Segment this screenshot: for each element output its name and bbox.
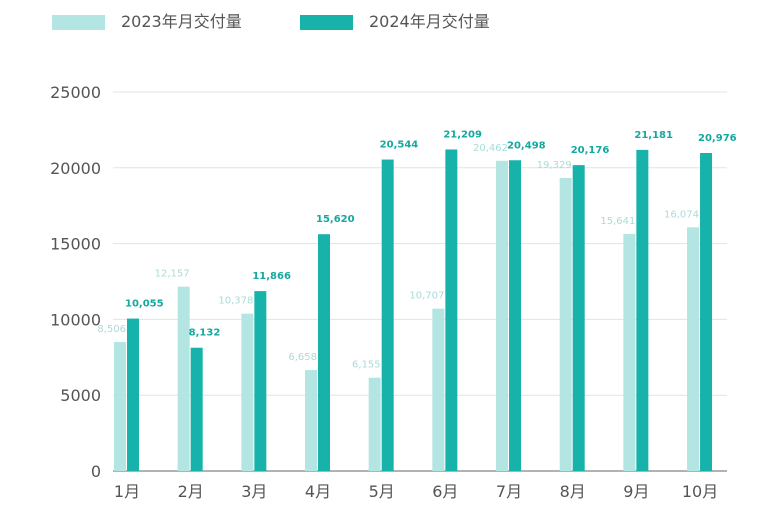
data-label-2024-month-1: 10,055 bbox=[125, 299, 164, 310]
bar-2023-month-8 bbox=[559, 177, 572, 472]
data-label-2023-month-6: 10,707 bbox=[409, 291, 444, 302]
bar-2023-month-10 bbox=[687, 227, 700, 471]
legend-swatch-2023 bbox=[52, 15, 105, 30]
x-tick-label-9: 9月 bbox=[623, 482, 649, 501]
data-label-2023-month-1: 8,506 bbox=[97, 324, 126, 335]
bar-2024-month-9 bbox=[636, 149, 649, 471]
data-label-2023-month-10: 16,074 bbox=[664, 209, 699, 220]
bar-2024-month-7 bbox=[509, 160, 522, 472]
bar-2024-month-6 bbox=[445, 149, 458, 471]
bar-2023-month-4 bbox=[305, 370, 318, 471]
y-tick-label-10000: 10000 bbox=[50, 310, 101, 329]
legend-label-2024: 2024年月交付量 bbox=[369, 12, 490, 31]
bar-2024-month-10 bbox=[700, 153, 713, 471]
y-tick-label-20000: 20000 bbox=[50, 159, 101, 178]
data-label-2023-month-9: 15,641 bbox=[600, 216, 635, 227]
bar-2023-month-6 bbox=[432, 308, 445, 471]
x-tick-label-4: 4月 bbox=[305, 482, 331, 501]
data-label-2023-month-5: 6,155 bbox=[352, 360, 381, 371]
data-label-2024-month-10: 20,976 bbox=[698, 133, 737, 144]
data-label-2023-month-2: 12,157 bbox=[155, 269, 190, 280]
x-tick-label-7: 7月 bbox=[496, 482, 522, 501]
bar-2023-month-7 bbox=[496, 160, 509, 471]
bar-2024-month-3 bbox=[254, 291, 267, 471]
x-tick-label-10: 10月 bbox=[682, 482, 718, 501]
x-tick-label-2: 2月 bbox=[178, 482, 204, 501]
x-tick-label-3: 3月 bbox=[241, 482, 267, 501]
y-tick-label-25000: 25000 bbox=[50, 83, 101, 102]
x-tick-label-8: 8月 bbox=[560, 482, 586, 501]
data-label-2024-month-6: 21,209 bbox=[443, 129, 482, 140]
bar-2023-month-2 bbox=[177, 286, 190, 471]
bar-2024-month-2 bbox=[190, 347, 203, 471]
data-label-2023-month-4: 6,658 bbox=[288, 352, 317, 363]
data-label-2024-month-4: 15,620 bbox=[316, 214, 355, 225]
x-tick-label-1: 1月 bbox=[114, 482, 140, 501]
bar-2023-month-3 bbox=[241, 313, 254, 471]
y-tick-label-15000: 15000 bbox=[50, 235, 101, 254]
y-tick-label-0: 0 bbox=[91, 462, 101, 481]
bar-2024-month-8 bbox=[572, 165, 585, 471]
data-label-2024-month-5: 20,544 bbox=[380, 140, 419, 151]
data-label-2023-month-3: 10,378 bbox=[218, 296, 253, 307]
x-tick-label-5: 5月 bbox=[369, 482, 395, 501]
y-tick-label-5000: 5000 bbox=[60, 386, 101, 405]
bar-2024-month-5 bbox=[381, 159, 394, 471]
data-label-2024-month-8: 20,176 bbox=[571, 145, 610, 156]
data-label-2024-month-2: 8,132 bbox=[189, 328, 221, 339]
bar-2023-month-5 bbox=[368, 377, 381, 471]
legend-swatch-2024 bbox=[300, 15, 353, 30]
bar-2024-month-4 bbox=[318, 234, 331, 471]
data-label-2024-month-3: 11,866 bbox=[252, 271, 291, 282]
bar-2024-month-1 bbox=[127, 318, 139, 471]
x-tick-label-6: 6月 bbox=[432, 482, 458, 501]
bar-2023-month-9 bbox=[623, 233, 636, 471]
data-label-2023-month-8: 19,329 bbox=[537, 160, 572, 171]
data-label-2024-month-9: 21,181 bbox=[634, 130, 673, 141]
bar-2023-month-1 bbox=[114, 342, 126, 471]
legend-label-2023: 2023年月交付量 bbox=[121, 12, 242, 31]
data-label-2023-month-7: 20,462 bbox=[473, 143, 508, 154]
data-label-2024-month-7: 20,498 bbox=[507, 140, 546, 151]
